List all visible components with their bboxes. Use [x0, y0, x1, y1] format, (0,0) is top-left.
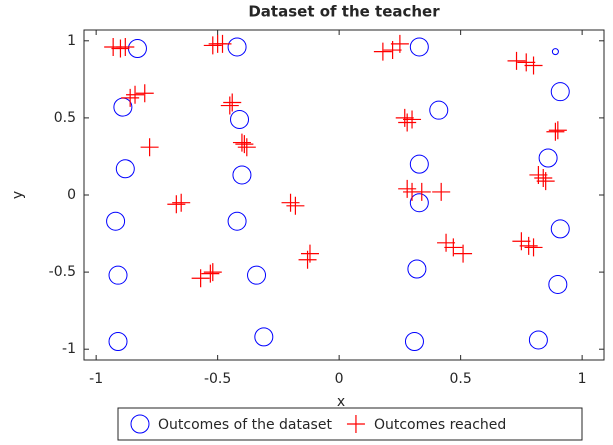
plus-marker: [213, 34, 232, 53]
y-tick-label: -1: [62, 341, 76, 357]
plot-area: [83, 29, 605, 361]
plus-marker: [346, 415, 365, 433]
circle-marker: [247, 265, 267, 285]
plus-marker: [237, 138, 256, 157]
circle-marker: [550, 82, 570, 102]
plus-marker: [172, 193, 191, 212]
legend-label: Outcomes reached: [374, 417, 506, 433]
x-axis-label: x: [337, 394, 345, 410]
x-tick-label: -0.5: [204, 371, 231, 387]
y-tick-label: -0.5: [49, 264, 76, 280]
x-tick-label: 0: [335, 371, 344, 387]
plus-marker: [546, 122, 565, 141]
circle-marker: [230, 109, 250, 129]
plus-marker: [512, 232, 531, 251]
circle-marker: [232, 165, 252, 185]
plus-marker: [524, 56, 543, 75]
circle-marker: [227, 37, 247, 57]
plus-marker: [116, 37, 135, 56]
plus-marker: [398, 179, 417, 198]
plus-marker: [507, 51, 526, 70]
plus-marker: [534, 169, 553, 188]
plus-marker: [548, 121, 567, 140]
plus-marker: [403, 110, 422, 129]
plus-marker: [432, 182, 451, 201]
plus-marker: [201, 264, 220, 283]
circle-marker: [409, 154, 429, 174]
circle-marker: [551, 48, 559, 56]
plus-marker: [383, 41, 402, 60]
plus-marker: [536, 172, 555, 191]
plus-marker: [203, 36, 222, 55]
legend-label: Outcomes of the dataset: [158, 417, 332, 433]
plus-marker: [437, 233, 456, 252]
y-axis-label: y: [10, 191, 26, 199]
circle-marker: [254, 327, 274, 347]
plus-marker: [519, 236, 538, 255]
circle-marker: [538, 148, 558, 168]
plus-marker: [235, 135, 254, 154]
plus-marker: [121, 88, 140, 107]
plus-marker: [373, 42, 392, 61]
plus-marker: [454, 244, 473, 263]
plus-marker: [286, 196, 305, 215]
circle-marker: [409, 37, 429, 57]
plus-marker: [232, 133, 251, 152]
plus-marker: [281, 193, 300, 212]
plus-marker: [395, 108, 414, 127]
circle-marker: [429, 100, 449, 120]
plus-marker: [140, 138, 159, 157]
y-tick-label: 0.5: [54, 110, 76, 126]
plus-marker: [517, 53, 536, 72]
y-tick-label: 0: [67, 187, 76, 203]
plus-marker: [412, 182, 431, 201]
x-tick-label: -1: [89, 371, 103, 387]
circle-marker: [108, 265, 128, 285]
y-tick-label: 1: [67, 33, 76, 49]
plus-marker: [191, 269, 210, 288]
circle-marker: [106, 211, 126, 231]
plus-marker: [223, 93, 242, 112]
circle-marker: [404, 331, 424, 351]
plus-marker: [167, 195, 186, 214]
plus-marker: [524, 238, 543, 257]
circle-marker: [227, 211, 247, 231]
circle-marker: [409, 193, 429, 213]
plus-marker: [398, 113, 417, 132]
circle-marker: [528, 330, 548, 350]
plus-marker: [135, 84, 154, 103]
circle-marker: [115, 159, 135, 179]
x-tick-label: 1: [578, 371, 587, 387]
circle-marker: [130, 414, 150, 434]
plus-marker: [203, 263, 222, 282]
circle-marker: [550, 219, 570, 239]
plus-marker: [126, 85, 145, 104]
plus-marker: [111, 39, 130, 58]
circle-marker: [407, 259, 427, 279]
x-tick-label: 0.5: [450, 371, 472, 387]
plus-marker: [300, 244, 319, 263]
plus-marker: [444, 238, 463, 257]
circle-marker: [108, 331, 128, 351]
plus-marker: [220, 96, 239, 115]
circle-marker: [548, 274, 568, 294]
chart-title: Dataset of the teacher: [248, 3, 440, 21]
